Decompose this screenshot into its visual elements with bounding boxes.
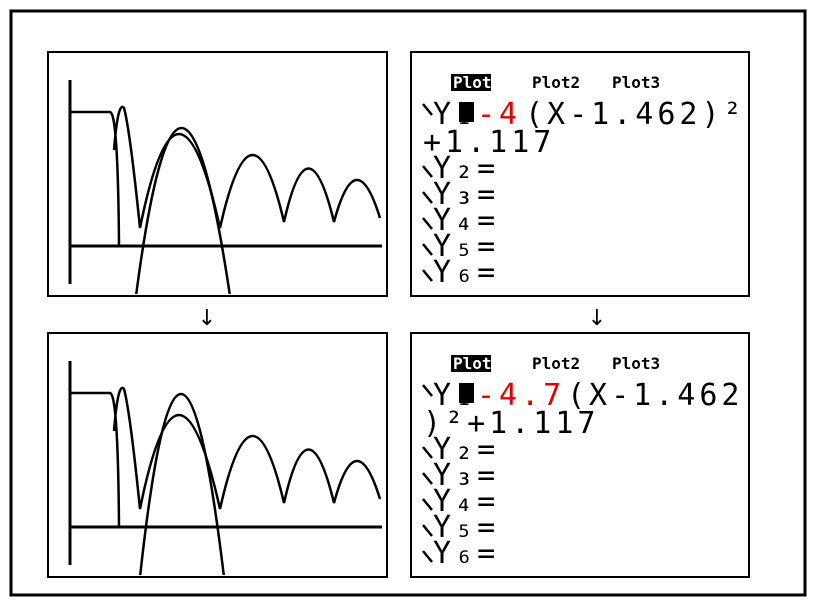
y-label: Y₆= — [433, 255, 499, 290]
plot-label: Plot3 — [612, 354, 660, 373]
plot-label: Plot3 — [612, 73, 660, 92]
y-label: Y₆= — [433, 536, 499, 571]
plot-label: Plot2 — [532, 354, 580, 373]
calc-panel: Plot1 Plot2 Plot3 Y₁ -4.7 (X-1.462 )²+1.… — [411, 333, 749, 577]
arrow: ↓ — [588, 306, 606, 331]
plot-label: Plot1 — [453, 73, 501, 92]
plot-label: Plot2 — [532, 73, 580, 92]
arrow: ↓ — [198, 306, 216, 331]
page: Plot1 Plot2 Plot3 Y₁ -4 (X-1.462)² +1.11… — [0, 0, 816, 606]
plot-label: Plot1 — [453, 354, 501, 373]
expression: (X-1.462)² — [525, 97, 746, 132]
graph-panel — [48, 52, 387, 296]
calc-panel: Plot1 Plot2 Plot3 Y₁ -4 (X-1.462)² +1.11… — [411, 52, 749, 296]
graph-panel — [48, 333, 387, 577]
